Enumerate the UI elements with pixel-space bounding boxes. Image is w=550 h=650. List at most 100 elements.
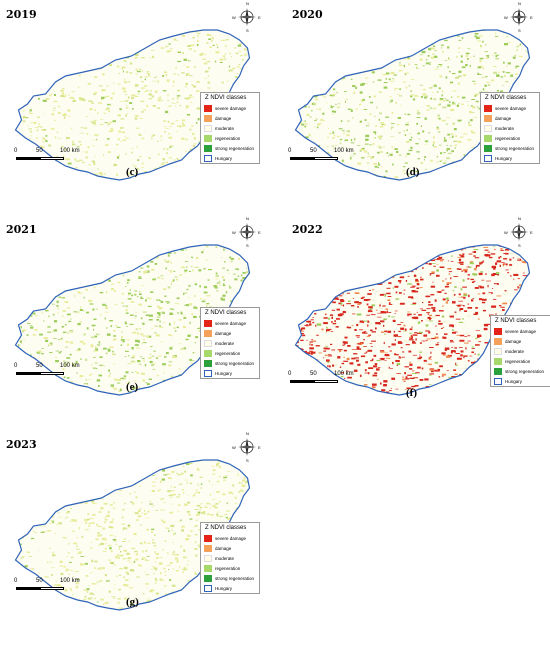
legend-item: moderate (201, 553, 259, 563)
compass-e: E (530, 15, 533, 20)
legend-item: regeneration (201, 348, 259, 358)
compass-n: N (246, 1, 249, 6)
scale-segment (16, 372, 40, 375)
legend-label: damage (215, 545, 232, 551)
year-label: 2021 (6, 223, 37, 236)
scale-segment (16, 157, 40, 160)
legend-label: damage (505, 338, 522, 344)
legend-label: severe damage (215, 535, 247, 541)
scale-bar: 0 50 100 km (288, 148, 358, 164)
legend-swatch (204, 534, 212, 542)
panel-letter: (g) (126, 596, 139, 608)
scale-label-end: 100 km (334, 148, 354, 154)
legend-swatch (484, 134, 492, 142)
legend-swatch (494, 327, 502, 335)
legend-swatch (204, 554, 212, 562)
compass-e: E (530, 230, 533, 235)
legend-label: strong regeneration (215, 145, 255, 151)
scale-label-mid: 50 (36, 363, 43, 369)
legend-item: severe damage (481, 103, 539, 113)
legend-label: strong regeneration (495, 145, 535, 151)
legend-swatch (494, 347, 502, 355)
scale-bar: 0 50 100 km (14, 578, 84, 594)
scale-segment (40, 157, 64, 160)
compass-e: E (258, 445, 261, 450)
country-border (14, 459, 251, 611)
legend-item: damage (491, 336, 550, 346)
legend-item: strong regeneration (481, 143, 539, 153)
legend-label: severe damage (215, 105, 247, 111)
legend-item: regeneration (491, 356, 550, 366)
legend-swatch (204, 544, 212, 552)
legend: Z NDVI classes severe damage damage moderat… (480, 92, 540, 164)
legend-label: Hungary (215, 370, 233, 376)
legend-label: moderate (505, 348, 525, 354)
compass-icon: N E S W (232, 1, 261, 33)
scale-label-end: 100 km (60, 578, 80, 584)
country-fill (15, 460, 250, 610)
hungary-map (294, 244, 531, 396)
scale-label-end: 100 km (334, 371, 354, 377)
scale-label-end: 100 km (60, 148, 80, 154)
compass-s: S (518, 28, 521, 33)
legend-swatch (204, 144, 212, 152)
legend-swatch (204, 329, 212, 337)
compass-w: W (232, 230, 236, 235)
legend-label: damage (215, 115, 232, 121)
legend-title: Z NDVI classes (495, 318, 537, 324)
scale-bar: 0 50 100 km (14, 363, 84, 379)
legend-swatch (204, 319, 212, 327)
compass-w: W (232, 445, 236, 450)
legend-item: damage (201, 113, 259, 123)
map-panel-2023: 2023 N E S W Z NDVI classes severe damage damag… (0, 430, 265, 640)
scale-label-mid: 50 (36, 578, 43, 584)
compass-s: S (518, 243, 521, 248)
legend-item: regeneration (481, 133, 539, 143)
legend-swatch (494, 377, 502, 385)
scale-segment (40, 587, 64, 590)
legend-item: moderate (201, 123, 259, 133)
legend-title: Z NDVI classes (205, 95, 247, 101)
year-label: 2023 (6, 438, 37, 451)
legend-swatch (204, 114, 212, 122)
legend-swatch (494, 337, 502, 345)
panel-letter: (d) (406, 166, 420, 178)
compass-icon: N E S W (232, 431, 261, 463)
legend-swatch (204, 359, 212, 367)
legend-label: moderate (215, 340, 235, 346)
legend-swatch (494, 367, 502, 375)
legend-item: strong regeneration (201, 573, 259, 583)
scale-label-mid: 50 (36, 148, 43, 154)
compass-e: E (258, 230, 261, 235)
legend-item: damage (481, 113, 539, 123)
compass-n: N (246, 216, 249, 221)
compass-w: W (504, 230, 508, 235)
legend-label: damage (215, 330, 232, 336)
compass-icon: N E S W (504, 216, 533, 248)
compass-icon: N E S W (504, 1, 533, 33)
legend-label: severe damage (495, 105, 527, 111)
compass-s: S (246, 458, 249, 463)
legend-title: Z NDVI classes (205, 525, 247, 531)
legend-item: severe damage (201, 533, 259, 543)
legend-swatch (484, 154, 492, 162)
scale-label-zero: 0 (14, 578, 18, 584)
legend-label: regeneration (495, 135, 521, 141)
legend-label: strong regeneration (215, 360, 255, 366)
legend: Z NDVI classes severe damage damage moderat… (200, 307, 260, 379)
scale-bar: 0 50 100 km (288, 371, 358, 387)
compass-w: W (504, 15, 508, 20)
legend-title: Z NDVI classes (205, 310, 247, 316)
scale-label-mid: 50 (310, 148, 317, 154)
legend-swatch (484, 124, 492, 132)
hungary-map (14, 29, 251, 181)
scale-label-zero: 0 (14, 148, 18, 154)
legend-swatch (204, 104, 212, 112)
legend-label: Hungary (495, 155, 513, 161)
legend-item: strong regeneration (201, 358, 259, 368)
legend-title: Z NDVI classes (485, 95, 527, 101)
panel-letter: (e) (126, 381, 139, 393)
panel-letter: (f) (406, 387, 417, 399)
country-border (14, 244, 251, 396)
legend-item: damage (201, 543, 259, 553)
